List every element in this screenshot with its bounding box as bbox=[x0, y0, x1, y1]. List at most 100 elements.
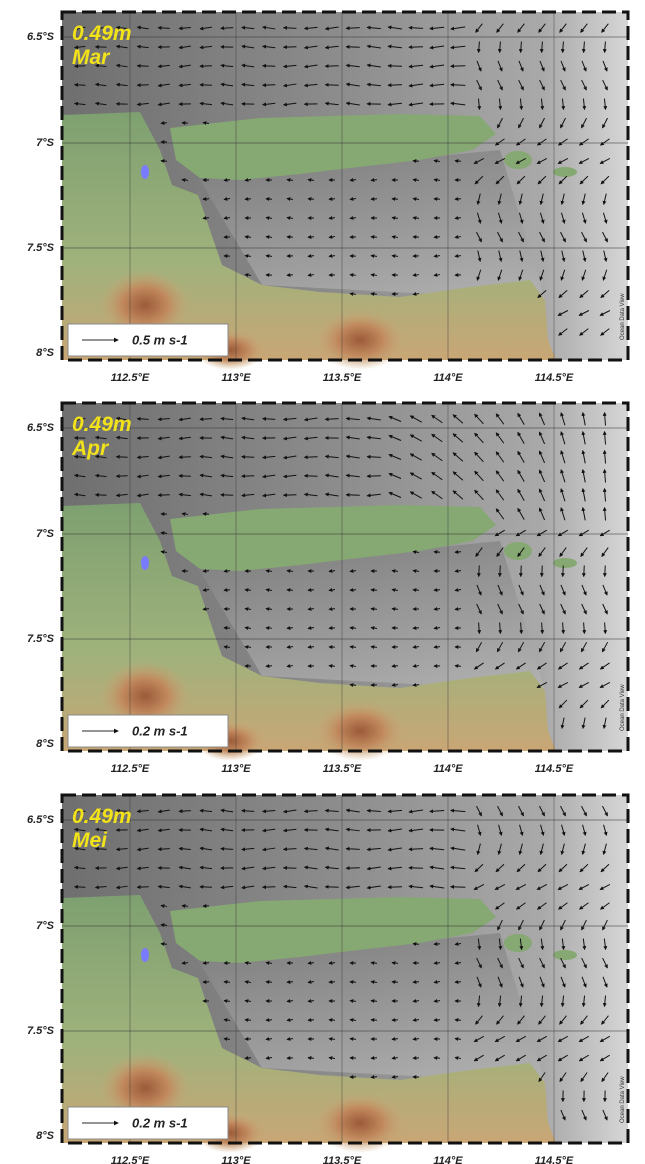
current-arrow bbox=[366, 44, 381, 49]
current-arrow bbox=[244, 607, 252, 612]
current-arrow bbox=[518, 843, 523, 855]
current-arrow bbox=[388, 472, 402, 479]
current-arrow bbox=[518, 995, 523, 1008]
current-arrow bbox=[328, 1037, 336, 1042]
current-arrow bbox=[515, 1054, 526, 1062]
current-arrow bbox=[518, 805, 524, 817]
current-arrow bbox=[345, 885, 360, 890]
current-arrow bbox=[557, 662, 568, 670]
current-arrow bbox=[370, 235, 378, 240]
lat-label: 7°S bbox=[36, 528, 55, 540]
current-arrow bbox=[474, 413, 484, 425]
current-arrow bbox=[261, 83, 276, 88]
current-arrow bbox=[494, 158, 506, 164]
current-arrow bbox=[557, 1035, 569, 1043]
month-label: Mar bbox=[72, 46, 111, 69]
current-arrow bbox=[265, 588, 273, 593]
current-arrow bbox=[409, 491, 422, 499]
current-arrow bbox=[599, 1035, 611, 1043]
depth-label: 0.49m bbox=[72, 22, 132, 45]
current-arrow bbox=[557, 1054, 568, 1062]
lat-label: 7°S bbox=[36, 137, 55, 149]
current-arrow bbox=[452, 433, 464, 443]
current-arrow bbox=[517, 469, 525, 482]
current-arrow bbox=[495, 508, 505, 520]
current-arrow bbox=[73, 827, 86, 832]
current-arrow bbox=[476, 976, 482, 988]
current-arrow bbox=[370, 273, 378, 278]
current-arrow bbox=[94, 846, 107, 851]
current-arrow bbox=[433, 550, 441, 555]
current-arrow bbox=[538, 1015, 546, 1025]
current-arrow bbox=[475, 547, 483, 557]
current-arrow bbox=[536, 1035, 548, 1043]
current-arrow bbox=[366, 866, 381, 871]
current-arrow bbox=[324, 492, 339, 497]
current-arrow bbox=[366, 808, 381, 813]
current-arrow bbox=[560, 603, 566, 615]
current-arrow bbox=[136, 847, 149, 852]
strait bbox=[200, 933, 545, 1083]
current-arrow bbox=[602, 487, 607, 502]
current-arrow bbox=[559, 1015, 567, 1025]
current-arrow bbox=[391, 588, 399, 593]
current-arrow bbox=[494, 1035, 506, 1043]
current-arrow bbox=[94, 473, 107, 478]
current-arrow bbox=[324, 827, 339, 832]
current-arrow bbox=[391, 1055, 399, 1060]
current-arrow bbox=[307, 998, 315, 1003]
current-arrow bbox=[539, 957, 545, 969]
station-marker bbox=[141, 948, 149, 962]
current-arrow bbox=[241, 885, 255, 890]
current-arrow bbox=[557, 681, 569, 689]
current-arrow bbox=[476, 805, 482, 817]
current-arrow bbox=[473, 1054, 484, 1062]
current-arrow bbox=[495, 489, 505, 501]
current-arrow bbox=[602, 919, 608, 931]
current-arrow bbox=[223, 626, 231, 631]
current-arrow bbox=[558, 699, 568, 709]
current-arrow bbox=[602, 411, 607, 426]
current-arrow bbox=[433, 234, 441, 239]
current-arrow bbox=[408, 847, 424, 852]
current-arrow bbox=[199, 82, 213, 87]
current-arrow bbox=[265, 235, 273, 240]
current-arrow bbox=[560, 231, 566, 243]
current-arrow bbox=[223, 196, 231, 201]
current-arrow bbox=[474, 489, 484, 501]
current-arrow bbox=[307, 644, 315, 649]
current-arrow bbox=[366, 474, 381, 479]
current-arrow bbox=[515, 1035, 527, 1043]
current-arrow bbox=[136, 828, 149, 833]
current-arrow bbox=[366, 416, 381, 421]
current-arrow bbox=[515, 902, 526, 910]
current-arrow bbox=[241, 25, 255, 30]
current-arrow bbox=[265, 961, 273, 966]
current-arrow bbox=[601, 1072, 609, 1083]
current-arrow bbox=[581, 487, 586, 502]
madura-island bbox=[170, 505, 496, 571]
current-arrow bbox=[581, 717, 586, 730]
current-arrow bbox=[286, 569, 294, 574]
current-arrow bbox=[518, 565, 523, 578]
current-arrow bbox=[579, 863, 589, 873]
watermark: Ocean Data View bbox=[620, 684, 626, 731]
current-arrow bbox=[494, 902, 505, 910]
current-arrow bbox=[303, 64, 318, 69]
current-arrow bbox=[202, 960, 210, 965]
scale-label: 0.5 m s-1 bbox=[132, 332, 188, 347]
current-arrow bbox=[387, 885, 402, 890]
current-arrow bbox=[581, 193, 586, 206]
current-arrow bbox=[387, 83, 402, 88]
current-arrow bbox=[265, 569, 273, 574]
current-arrow bbox=[366, 454, 381, 459]
current-arrow bbox=[581, 212, 587, 224]
current-arrow bbox=[539, 41, 544, 54]
current-arrow bbox=[558, 328, 568, 336]
current-arrow bbox=[324, 417, 339, 422]
current-arrow bbox=[307, 979, 315, 984]
current-arrow bbox=[602, 565, 607, 578]
current-arrow bbox=[515, 529, 526, 537]
current-arrow bbox=[450, 82, 466, 87]
current-arrow bbox=[581, 995, 586, 1008]
